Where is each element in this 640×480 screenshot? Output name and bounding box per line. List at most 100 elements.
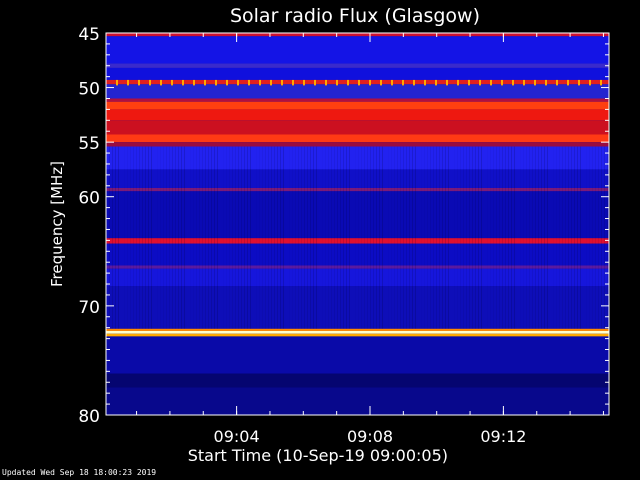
- noise-stripe: [421, 147, 422, 329]
- y-axis: 45 50 55 60 70 80: [78, 25, 609, 427]
- interference-dot: [457, 79, 459, 86]
- noise-stripe: [271, 146, 272, 329]
- noise-stripe: [148, 146, 149, 329]
- interference-dot: [171, 79, 173, 86]
- noise-stripe: [304, 146, 305, 329]
- noise-stripe: [571, 146, 572, 329]
- interference-dot: [413, 79, 415, 86]
- noise-stripe: [559, 146, 560, 329]
- frequency-band-26: [106, 387, 609, 415]
- interference-dot: [446, 79, 448, 86]
- interference-dot: [259, 79, 261, 86]
- noise-stripe: [115, 146, 116, 329]
- noise-stripe: [511, 146, 512, 329]
- noise-stripe: [151, 146, 152, 329]
- interference-dot: [215, 79, 217, 86]
- interference-dot: [435, 79, 437, 86]
- noise-stripe: [166, 146, 167, 329]
- noise-stripe: [199, 146, 200, 329]
- noise-stripe: [130, 146, 131, 329]
- noise-stripe: [367, 146, 368, 329]
- noise-stripe: [283, 146, 284, 329]
- chart-title: Solar radio Flux (Glasgow): [230, 5, 480, 27]
- noise-stripe: [388, 147, 389, 329]
- noise-stripe: [454, 147, 455, 329]
- frequency-band-2: [106, 63, 609, 68]
- noise-stripe: [472, 146, 473, 329]
- noise-stripe: [205, 146, 206, 329]
- frequency-band-7: [106, 101, 609, 110]
- interference-dot: [358, 79, 360, 86]
- noise-stripe: [343, 146, 344, 329]
- interference-dot: [325, 79, 327, 86]
- noise-stripe: [478, 146, 479, 329]
- interference-dot: [182, 79, 184, 86]
- noise-stripe: [553, 147, 554, 329]
- frequency-band-3: [106, 67, 609, 80]
- interference-dot: [193, 79, 195, 86]
- plot-border: [105, 32, 610, 416]
- noise-stripe: [499, 146, 500, 329]
- noise-stripe: [373, 146, 374, 329]
- noise-stripe: [370, 146, 371, 329]
- noise-stripe: [295, 146, 296, 329]
- noise-stripe: [391, 147, 392, 329]
- noise-stripe: [223, 147, 224, 329]
- noise-stripe: [541, 146, 542, 329]
- noise-stripe: [160, 147, 161, 329]
- noise-stripe: [535, 146, 536, 329]
- noise-stripe: [400, 146, 401, 329]
- frequency-band-17: [106, 243, 609, 266]
- frequency-band-24: [106, 336, 609, 374]
- frequency-band-11: [106, 142, 609, 147]
- noise-stripe: [133, 146, 134, 329]
- noise-stripe: [427, 146, 428, 329]
- interference-dot: [292, 79, 294, 86]
- noise-stripe: [544, 146, 545, 329]
- noise-stripe: [238, 146, 239, 329]
- interference-dot: [424, 79, 426, 86]
- frequency-band-14: [106, 187, 609, 192]
- plot-frame: [105, 32, 610, 416]
- noise-stripe: [190, 147, 191, 329]
- noise-stripe: [592, 146, 593, 329]
- noise-stripe: [490, 147, 491, 329]
- noise-stripe: [334, 146, 335, 329]
- frequency-band-4: [106, 79, 609, 85]
- frequency-band-0: [106, 33, 609, 37]
- noise-stripe: [217, 146, 218, 329]
- interference-dot: [369, 79, 371, 86]
- noise-stripe: [340, 146, 341, 329]
- noise-stripe: [487, 147, 488, 329]
- frequency-band-23: [106, 333, 609, 337]
- noise-stripe: [523, 147, 524, 329]
- noise-stripe: [481, 146, 482, 329]
- y-tick-label: 70: [78, 298, 100, 318]
- noise-stripe: [331, 146, 332, 329]
- interference-dot: [479, 79, 481, 86]
- noise-stripe: [313, 146, 314, 329]
- noise-stripe: [196, 146, 197, 329]
- noise-stripe: [325, 147, 326, 329]
- noise-stripe: [439, 146, 440, 329]
- noise-stripe: [124, 147, 125, 329]
- noise-stripe: [409, 146, 410, 329]
- interference-dot: [281, 79, 283, 86]
- plot-area: [106, 33, 609, 415]
- noise-stripe: [547, 146, 548, 329]
- noise-stripe: [532, 146, 533, 329]
- noise-stripe: [442, 146, 443, 329]
- x-tick-label: 09:04: [214, 427, 260, 446]
- noise-stripe: [586, 147, 587, 329]
- noise-stripe: [397, 146, 398, 329]
- noise-stripe: [181, 146, 182, 329]
- noise-stripe: [145, 146, 146, 329]
- noise-stripe: [463, 146, 464, 329]
- noise-stripe: [448, 146, 449, 329]
- interference-dot: [116, 79, 118, 86]
- noise-stripe: [244, 146, 245, 329]
- noise-stripe: [289, 147, 290, 329]
- noise-stripe: [262, 146, 263, 329]
- frequency-band-6: [106, 98, 609, 102]
